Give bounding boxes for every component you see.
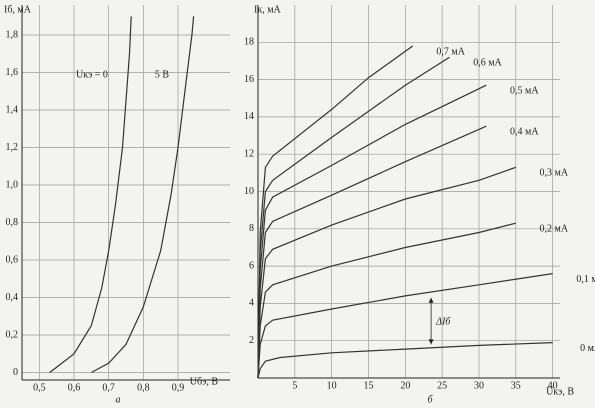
caption: а [116, 394, 121, 405]
x-axis-label: Uкэ, В [546, 386, 574, 397]
y-tick-label: 1,2 [6, 142, 19, 153]
curve [49, 16, 132, 373]
y-tick-label: 1,0 [6, 179, 19, 190]
x-tick-label: 30 [474, 380, 484, 391]
y-tick-label: 1,6 [6, 67, 19, 78]
x-tick-label: 0,8 [137, 382, 150, 393]
x-axis-label: Uбэ, В [190, 376, 219, 387]
curve-label: 0,7 мА [436, 46, 465, 57]
y-tick-label: 0,8 [6, 217, 19, 228]
y-tick-label: 1,8 [6, 29, 19, 40]
curve-label: 0,6 мА [473, 58, 502, 69]
curve-label: Uкэ = 0 [76, 69, 108, 80]
arrow-head [428, 339, 434, 345]
y-axis-label: Iб, мА [4, 4, 32, 15]
y-tick-label: 1,4 [6, 104, 19, 115]
y-tick-label: 0,6 [6, 254, 19, 265]
x-tick-label: 0,9 [172, 382, 185, 393]
y-tick-label: 14 [244, 111, 254, 122]
x-tick-label: 20 [400, 380, 410, 391]
y-tick-label: 4 [249, 298, 254, 309]
y-tick-label: 18 [244, 37, 254, 48]
curve-label: 0,3 мА [540, 168, 569, 179]
x-tick-label: 0,6 [68, 382, 81, 393]
curve [257, 273, 553, 379]
x-tick-label: 15 [363, 380, 373, 391]
x-tick-label: 5 [292, 380, 297, 391]
curve [91, 16, 195, 374]
y-tick-label: 8 [249, 223, 254, 234]
curve [257, 166, 516, 379]
curve-label: 0 мА [580, 343, 595, 354]
arrow-head [428, 297, 434, 303]
curve-label: 0,2 мА [540, 224, 569, 235]
curve-label: 0,1 мА [576, 274, 595, 285]
curve [257, 342, 553, 379]
x-tick-label: 25 [437, 380, 447, 391]
y-tick-label: 12 [244, 148, 254, 159]
y-tick-label: 0,2 [6, 329, 19, 340]
y-tick-label: 10 [244, 186, 254, 197]
caption: б [427, 394, 433, 405]
curve [257, 222, 516, 379]
x-tick-label: 40 [548, 380, 558, 391]
curve-label: 0,5 мА [510, 85, 539, 96]
y-tick-label: 6 [249, 260, 254, 271]
y-tick-label: 0,4 [6, 292, 19, 303]
x-tick-label: 10 [327, 380, 337, 391]
y-axis-label: Iк, мА [254, 4, 282, 15]
x-tick-label: 0,5 [33, 382, 46, 393]
x-tick-label: 0,7 [102, 382, 115, 393]
curve-label: 5 В [155, 69, 170, 80]
y-tick-label: 16 [244, 74, 254, 85]
x-tick-label: 35 [511, 380, 521, 391]
curve [257, 45, 414, 379]
annotation: ΔIб [435, 316, 451, 327]
curve-label: 0,4 мА [510, 127, 539, 138]
y-tick-label: 2 [249, 335, 254, 346]
y-tick-label: 0 [13, 367, 18, 378]
